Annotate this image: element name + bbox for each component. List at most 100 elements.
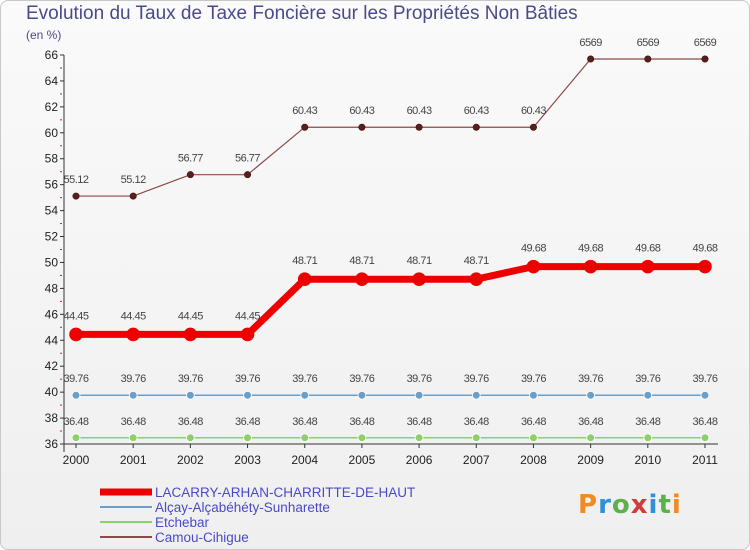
data-point	[129, 434, 137, 442]
series-group: 39.76 39.76 39.76 39.76 39.76 39.76 39.76 39.76…	[63, 373, 718, 400]
data-label: 60.43	[407, 105, 432, 117]
data-point	[415, 123, 423, 131]
data-point	[701, 55, 709, 63]
data-point	[529, 391, 537, 399]
data-point	[644, 55, 652, 63]
data-label: 56.77	[235, 153, 260, 165]
x-tick-label: 2011	[692, 453, 718, 467]
data-label: 39.76	[407, 373, 432, 385]
data-point	[587, 55, 595, 63]
series-line	[76, 263, 705, 338]
data-label: 36.48	[407, 416, 432, 428]
data-label: 48.71	[292, 255, 317, 267]
x-tick-label: 2003	[234, 453, 261, 467]
data-label: 48.71	[349, 255, 374, 267]
data-label: 36.48	[121, 416, 146, 428]
x-tick-label: 2004	[291, 453, 318, 467]
y-tick-label: 56	[45, 178, 59, 192]
x-tick-label: 2000	[63, 453, 90, 467]
legend-label: Alçay-Alçabéhéty-Sunharette	[155, 500, 330, 515]
data-point	[472, 123, 480, 131]
data-label: 60.43	[349, 105, 374, 117]
x-tick-label: 2006	[406, 453, 433, 467]
data-label: 6569	[637, 37, 660, 49]
x-tick-label: 2001	[120, 453, 147, 467]
data-label: 36.48	[235, 416, 260, 428]
data-label: 48.71	[407, 255, 432, 267]
data-label: 36.48	[635, 416, 660, 428]
data-label: 39.76	[63, 373, 88, 385]
axes: 36 38 40 42 44 46 48 50 52 54 56 58 60 62 64 66 2000 2001…	[45, 48, 719, 467]
data-point	[240, 327, 255, 342]
data-label: 6569	[579, 37, 602, 49]
data-label: 39.76	[578, 373, 603, 385]
y-tick-label: 62	[45, 100, 59, 114]
y-tick-label: 38	[45, 411, 59, 425]
data-label: 36.48	[63, 416, 88, 428]
y-tick-label: 46	[45, 307, 59, 321]
series-group: 55.12 55.12 56.77 56.77 60.43 60.43 60.43 60.43…	[63, 37, 717, 200]
data-label: 49.68	[578, 243, 603, 255]
data-point	[129, 391, 137, 399]
data-point	[301, 123, 309, 131]
data-label: 36.48	[292, 416, 317, 428]
data-label: 36.48	[521, 416, 546, 428]
data-label: 55.12	[63, 174, 88, 186]
data-point	[415, 434, 423, 442]
data-point	[587, 434, 595, 442]
data-label: 6569	[694, 37, 717, 49]
x-tick-label: 2008	[520, 453, 547, 467]
data-label: 39.76	[521, 373, 546, 385]
data-label: 49.68	[635, 243, 660, 255]
data-point	[644, 434, 652, 442]
y-tick-label: 66	[45, 48, 59, 62]
data-label: 39.76	[349, 373, 374, 385]
y-tick-label: 52	[45, 230, 59, 244]
series-group: 36.48 36.48 36.48 36.48 36.48 36.48 36.48 36.48…	[63, 416, 718, 443]
data-point	[587, 391, 595, 399]
data-label: 36.48	[464, 416, 489, 428]
data-point	[701, 434, 709, 442]
data-point	[526, 259, 541, 274]
data-label: 36.48	[178, 416, 203, 428]
series-line	[76, 58, 705, 197]
y-tick-label: 42	[45, 359, 59, 373]
data-point	[183, 327, 198, 342]
data-label: 39.76	[635, 373, 660, 385]
x-tick-label: 2007	[463, 453, 490, 467]
data-point	[129, 192, 137, 200]
data-point	[529, 123, 537, 131]
y-axis-unit: (en %)	[26, 28, 62, 42]
data-label: 44.45	[178, 310, 203, 322]
data-point	[644, 391, 652, 399]
proxiti-logo: Proxiti	[578, 490, 682, 520]
data-point	[244, 171, 252, 179]
legend-label: LACARRY-ARHAN-CHARRITTE-DE-HAUT	[155, 485, 415, 500]
series-layer: 55.12 55.12 56.77 56.77 60.43 60.43 60.43 60.43…	[63, 37, 718, 443]
x-tick-label: 2005	[349, 453, 376, 467]
data-label: 39.76	[464, 373, 489, 385]
data-label: 55.12	[121, 174, 146, 186]
data-point	[186, 434, 194, 442]
data-label: 39.76	[178, 373, 203, 385]
data-label: 56.77	[178, 153, 203, 165]
data-label: 48.71	[464, 255, 489, 267]
y-tick-label: 60	[45, 126, 59, 140]
data-point	[472, 391, 480, 399]
x-tick-label: 2009	[577, 453, 604, 467]
data-point	[186, 391, 194, 399]
data-point	[244, 434, 252, 442]
y-tick-label: 44	[45, 333, 59, 347]
data-label: 60.43	[464, 105, 489, 117]
y-tick-label: 36	[45, 437, 59, 451]
data-point	[301, 391, 309, 399]
data-label: 39.76	[692, 373, 717, 385]
data-point	[72, 391, 80, 399]
data-point	[358, 391, 366, 399]
data-label: 49.68	[521, 243, 546, 255]
data-label: 49.68	[692, 243, 717, 255]
data-label: 39.76	[121, 373, 146, 385]
data-point	[415, 391, 423, 399]
x-tick-label: 2010	[634, 453, 661, 467]
